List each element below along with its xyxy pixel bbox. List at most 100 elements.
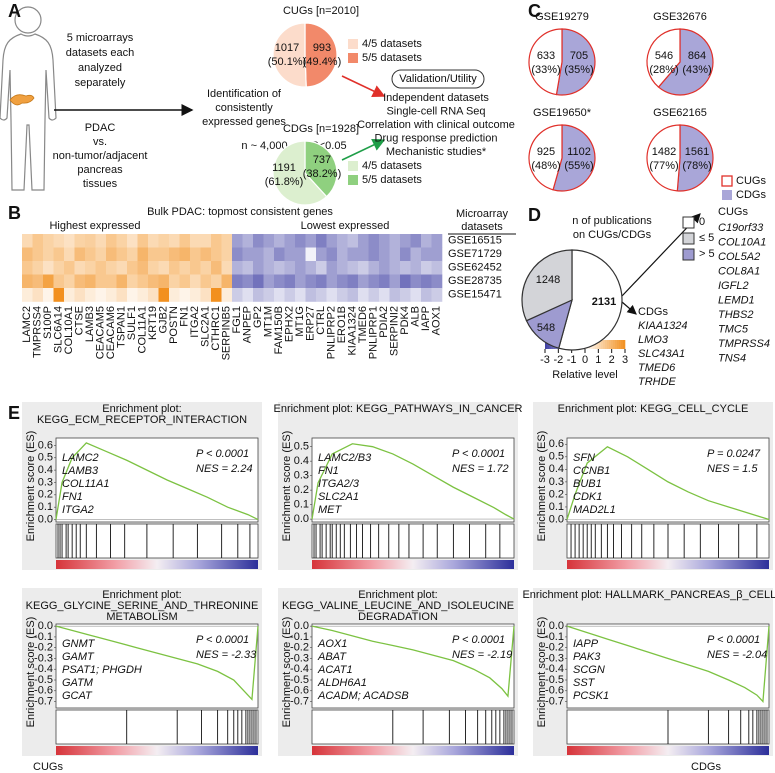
- method-text: Identification of: [207, 88, 282, 100]
- gene-label: SLC2A1: [200, 306, 212, 347]
- legend-swatch: [722, 190, 732, 200]
- heatmap-cell: [95, 247, 107, 262]
- y-tick-label: -0.7: [34, 695, 53, 707]
- y-tick-label: 0.0: [549, 513, 564, 525]
- legend-label: CUGs: [736, 175, 766, 187]
- heatmap-cell: [284, 234, 296, 248]
- method-text: datasets each: [66, 47, 135, 59]
- heatmap-cell: [263, 247, 275, 262]
- plot-title: Enrichment plot:: [358, 589, 437, 601]
- plot-area: [311, 623, 515, 709]
- slice-percent: (55%): [564, 160, 593, 172]
- gene-name: COL11A1: [62, 478, 110, 490]
- heatmap-cell: [263, 274, 275, 289]
- heatmap-cell: [148, 274, 159, 289]
- slice-percent: (78%): [682, 160, 711, 172]
- slice-percent: (77%): [649, 160, 678, 172]
- y-tick-label: -0.3: [34, 652, 53, 664]
- slice-count: 1191: [272, 162, 296, 174]
- y-tick-label: 0.0: [38, 620, 53, 632]
- rank-end-label: CDGs: [691, 761, 721, 773]
- y-axis-label: Enrichment score (ES): [281, 617, 293, 728]
- y-tick-label: -0.5: [545, 674, 564, 686]
- enrichment-curve: [311, 625, 515, 698]
- heatmap-cell: [74, 288, 86, 302]
- colorbar-step: [601, 340, 604, 349]
- gene-name: IAPP: [573, 638, 599, 650]
- gene-label: FAM150B: [273, 306, 285, 354]
- heatmap-cell: [295, 247, 306, 262]
- plot-title: Enrichment plot: HALLMARK_PANCREAS_β_CEL…: [522, 589, 775, 601]
- heatmap-cell: [305, 274, 317, 289]
- gene-label: KIAA1324: [347, 306, 359, 356]
- y-axis-label: Enrichment score (ES): [25, 431, 37, 542]
- gene-label: CTSE: [74, 306, 86, 335]
- heatmap-cell: [253, 274, 264, 289]
- legend-swatch: [682, 216, 695, 229]
- slice-percent: (33%): [531, 64, 560, 76]
- gene-label: PNLIPRP1: [368, 306, 380, 359]
- y-tick-label: 0.4: [38, 464, 53, 476]
- y-tick-label: -0.3: [290, 652, 309, 664]
- dataset-label: GSE15471: [448, 289, 502, 301]
- gene-name: SFN: [573, 452, 595, 464]
- heatmap-cell: [211, 288, 222, 302]
- pie-slice: [657, 28, 714, 96]
- slice-count: 1482: [652, 146, 676, 158]
- y-tick-label: 0.4: [294, 455, 309, 467]
- heatmap-cell: [337, 288, 348, 302]
- heatmap-cell: [232, 234, 243, 248]
- validation-item: Mechanistic studies*: [386, 146, 487, 158]
- legend-swatch: [348, 53, 358, 63]
- legend-swatch: [682, 248, 695, 261]
- gene-label: COL10A1: [63, 306, 75, 354]
- pie-title: CUGs [n=2010]: [283, 5, 359, 17]
- heatmap-cell: [316, 234, 327, 248]
- heatmap-cell: [431, 261, 443, 275]
- y-tick-label: 0.5: [38, 452, 53, 464]
- pie-slice: [676, 124, 714, 192]
- plot-title: KEGG_GLYCINE_SERINE_AND_THREONINE: [26, 600, 259, 612]
- heatmap-cell: [22, 261, 33, 275]
- heatmap-cell: [43, 274, 54, 289]
- heatmap-cell: [64, 274, 75, 289]
- y-tick-label: 0.6: [549, 438, 564, 450]
- heatmap-cell: [200, 234, 212, 248]
- gene-name: ITGA2: [62, 504, 94, 516]
- heatmap-cell: [253, 247, 264, 262]
- heatmap-cell: [389, 247, 401, 262]
- heatmap-cell: [253, 288, 264, 302]
- heatmap-cell: [232, 274, 243, 289]
- heatmap-cell: [358, 274, 369, 289]
- y-tick-label: 0.2: [294, 484, 309, 496]
- heatmap-cell: [316, 247, 327, 262]
- heatmap-cell: [179, 261, 191, 275]
- pie-title: GSE62165: [653, 107, 707, 119]
- heatmap-cell: [347, 234, 359, 248]
- rank-gradient: [567, 560, 769, 569]
- heatmap-cell: [358, 261, 369, 275]
- legend-swatch: [682, 232, 695, 245]
- method-text: vs.: [93, 136, 107, 148]
- heatmap-cell: [22, 247, 33, 262]
- dataset-label: GSE62452: [448, 262, 502, 274]
- group-label: Lowest expressed: [301, 220, 390, 232]
- heatmap-cell: [64, 234, 75, 248]
- gene-label: LAMB3: [84, 306, 96, 342]
- y-tick-label: -0.6: [290, 685, 309, 697]
- heatmap-cell: [284, 261, 296, 275]
- p-value: P < 0.0001: [452, 448, 505, 460]
- heatmap-cell: [358, 288, 369, 302]
- gene-label: SERPINI2: [389, 306, 401, 356]
- heatmap-cell: [137, 288, 149, 302]
- pie-slice: [272, 22, 307, 88]
- slice-count: 1017: [275, 42, 299, 54]
- y-tick-label: -0.6: [545, 685, 564, 697]
- slice-percent: (38.2%): [303, 168, 342, 180]
- pie-slice: [555, 28, 596, 96]
- heatmap-cell: [305, 234, 317, 248]
- gene-label: ALB: [410, 306, 422, 327]
- heatmap-cell: [85, 274, 96, 289]
- y-tick-label: -0.1: [34, 631, 53, 643]
- gene-name: TRHDE: [638, 376, 677, 388]
